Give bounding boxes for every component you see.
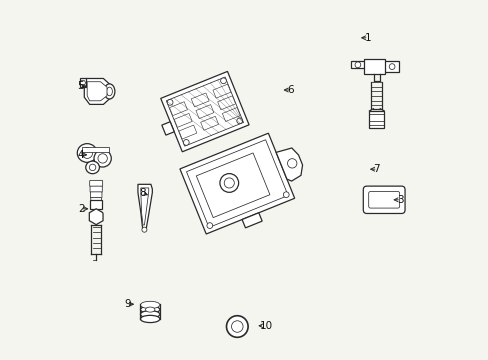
Text: 9: 9 bbox=[124, 299, 130, 309]
Polygon shape bbox=[84, 78, 111, 104]
Polygon shape bbox=[82, 147, 108, 152]
Polygon shape bbox=[217, 96, 235, 110]
Polygon shape bbox=[368, 111, 384, 128]
Ellipse shape bbox=[81, 148, 92, 158]
Circle shape bbox=[183, 140, 189, 145]
Ellipse shape bbox=[140, 306, 160, 313]
Circle shape bbox=[80, 80, 85, 85]
Text: 1: 1 bbox=[364, 33, 370, 43]
Circle shape bbox=[287, 159, 296, 168]
Circle shape bbox=[226, 316, 247, 337]
Text: 8: 8 bbox=[139, 188, 146, 198]
Polygon shape bbox=[166, 77, 243, 146]
Polygon shape bbox=[191, 93, 209, 107]
Circle shape bbox=[388, 64, 394, 69]
Polygon shape bbox=[222, 108, 240, 121]
Polygon shape bbox=[276, 148, 302, 181]
Polygon shape bbox=[212, 84, 230, 98]
FancyBboxPatch shape bbox=[91, 198, 102, 204]
Polygon shape bbox=[169, 102, 187, 116]
Circle shape bbox=[206, 223, 212, 229]
Ellipse shape bbox=[98, 154, 107, 163]
FancyBboxPatch shape bbox=[363, 186, 404, 213]
Circle shape bbox=[220, 78, 226, 84]
Polygon shape bbox=[89, 209, 103, 225]
Ellipse shape bbox=[140, 301, 160, 309]
Polygon shape bbox=[242, 213, 262, 228]
FancyBboxPatch shape bbox=[90, 192, 102, 198]
Text: 10: 10 bbox=[260, 321, 272, 331]
Text: 2: 2 bbox=[78, 204, 85, 214]
Text: 3: 3 bbox=[396, 195, 403, 205]
FancyBboxPatch shape bbox=[368, 192, 399, 208]
FancyBboxPatch shape bbox=[89, 180, 102, 186]
Polygon shape bbox=[87, 82, 107, 101]
Polygon shape bbox=[196, 105, 213, 118]
Ellipse shape bbox=[104, 84, 115, 99]
Circle shape bbox=[231, 321, 243, 332]
Circle shape bbox=[380, 197, 386, 203]
Polygon shape bbox=[179, 125, 197, 139]
Circle shape bbox=[220, 174, 238, 192]
Polygon shape bbox=[138, 184, 152, 229]
Ellipse shape bbox=[77, 144, 97, 162]
Polygon shape bbox=[196, 153, 269, 217]
Polygon shape bbox=[180, 133, 294, 234]
Polygon shape bbox=[161, 71, 248, 152]
Ellipse shape bbox=[89, 164, 96, 171]
Ellipse shape bbox=[145, 307, 155, 312]
Polygon shape bbox=[174, 113, 192, 127]
Text: 5: 5 bbox=[77, 81, 84, 91]
FancyBboxPatch shape bbox=[90, 200, 102, 209]
Ellipse shape bbox=[106, 87, 112, 96]
Circle shape bbox=[142, 227, 146, 232]
Circle shape bbox=[167, 99, 173, 105]
Circle shape bbox=[283, 192, 288, 198]
Polygon shape bbox=[162, 122, 174, 135]
Ellipse shape bbox=[94, 150, 111, 167]
Polygon shape bbox=[350, 61, 365, 68]
Text: 6: 6 bbox=[286, 85, 293, 95]
Polygon shape bbox=[141, 188, 148, 225]
Ellipse shape bbox=[85, 161, 99, 174]
Circle shape bbox=[377, 193, 390, 206]
Text: 7: 7 bbox=[373, 164, 379, 174]
Polygon shape bbox=[363, 59, 384, 74]
Polygon shape bbox=[200, 116, 218, 130]
Ellipse shape bbox=[140, 315, 160, 323]
Circle shape bbox=[236, 118, 242, 124]
Polygon shape bbox=[80, 78, 86, 87]
Circle shape bbox=[224, 178, 234, 188]
Polygon shape bbox=[382, 61, 399, 72]
FancyBboxPatch shape bbox=[90, 186, 102, 192]
Polygon shape bbox=[186, 140, 287, 228]
Ellipse shape bbox=[140, 311, 160, 318]
Circle shape bbox=[354, 62, 360, 68]
Text: 4: 4 bbox=[77, 150, 84, 160]
